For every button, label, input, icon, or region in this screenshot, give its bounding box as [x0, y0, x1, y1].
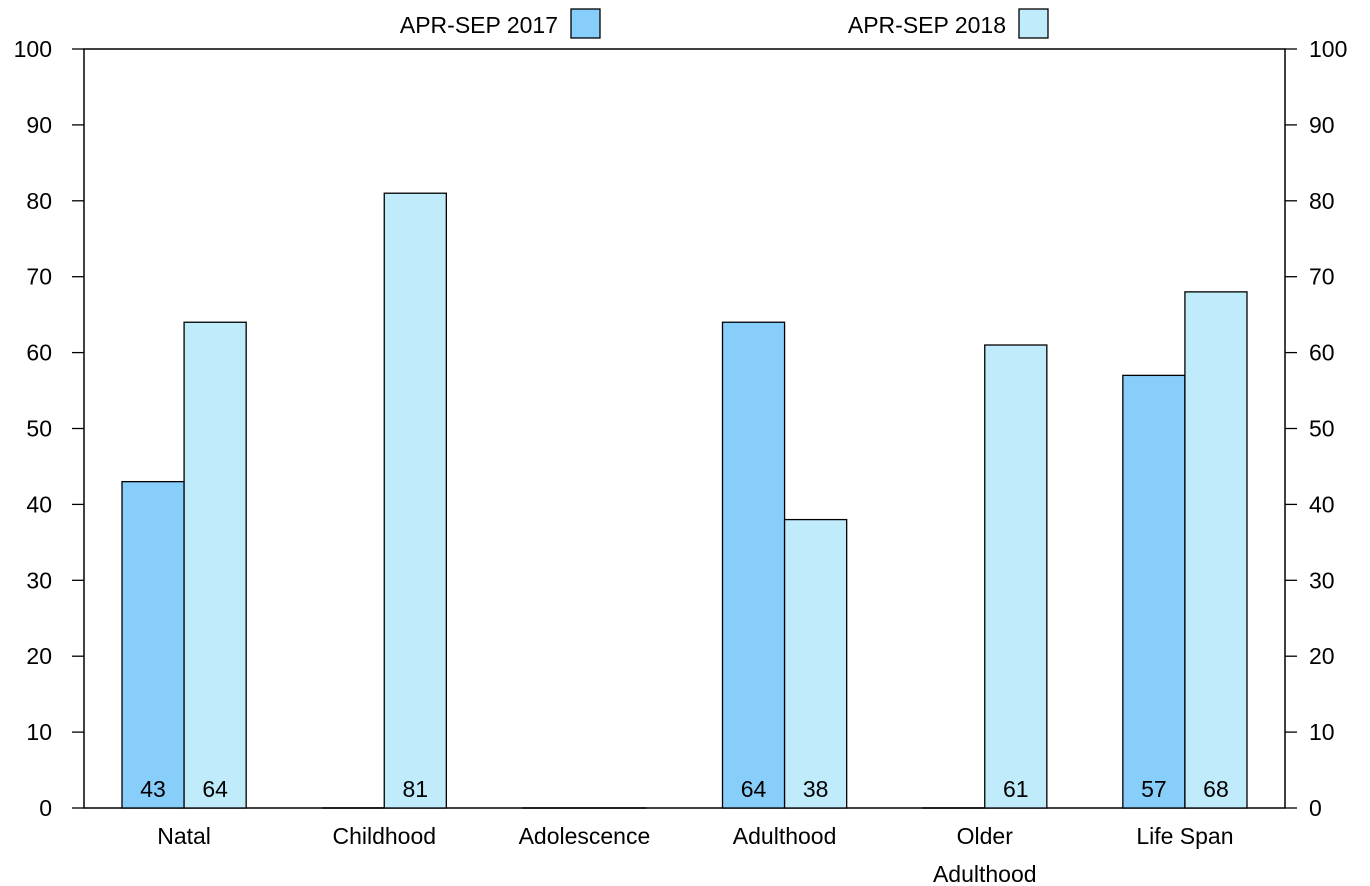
bar-value-label: 61: [1003, 776, 1029, 802]
bar: [984, 344, 1048, 809]
y-tick-label-left: 0: [39, 795, 52, 821]
y-tick-label-right: 60: [1309, 340, 1335, 366]
legend-label-2017: APR-SEP 2017: [400, 12, 558, 38]
x-tick-label-line: Natal: [157, 823, 211, 849]
y-tick-label-right: 50: [1309, 416, 1335, 442]
bar-value-label: 43: [140, 776, 166, 802]
y-tick-label-right: 30: [1309, 567, 1335, 593]
bar: [121, 480, 185, 809]
y-tick-label-right: 20: [1309, 643, 1335, 669]
bar-value-label: 38: [803, 776, 829, 802]
bar: [1184, 291, 1248, 809]
bar-value-label: 64: [741, 776, 767, 802]
y-axis-right: 0 10 20 30 40 50 60 70 80 90 100: [1285, 36, 1347, 821]
x-tick-label: Childhood: [332, 823, 436, 849]
x-tick-label-line: Adulthood: [733, 823, 837, 849]
bar-value-label: 64: [202, 776, 228, 802]
y-tick-label-right: 100: [1309, 36, 1347, 62]
x-tick-label-line: Adolescence: [519, 823, 651, 849]
x-tick-label-line: Older: [957, 823, 1014, 849]
y-axis-left: 0 10 20 30 40 50 60 70 80 90 100: [14, 36, 84, 821]
bar: [721, 321, 786, 809]
y-tick-label-right: 90: [1309, 112, 1335, 138]
x-tick-label: Natal: [157, 823, 211, 849]
y-tick-label-right: 70: [1309, 264, 1335, 290]
bars-layer: [121, 192, 1248, 809]
bar-value-label: 57: [1141, 776, 1167, 802]
y-tick-label-right: 0: [1309, 795, 1322, 821]
bar: [783, 518, 848, 809]
x-tick-label: Life Span: [1136, 823, 1233, 849]
bar: [1122, 374, 1186, 809]
plot-frame: [83, 48, 1286, 809]
bar: [383, 192, 447, 809]
x-tick-label-line: Adulthood: [933, 861, 1037, 886]
y-tick-label-left: 30: [26, 567, 52, 593]
legend: APR-SEP 2017 APR-SEP 2018: [400, 8, 1049, 39]
x-tick-label-line: Childhood: [332, 823, 436, 849]
y-tick-label-left: 20: [26, 643, 52, 669]
y-tick-label-left: 60: [26, 340, 52, 366]
x-tick-label-line: Life Span: [1136, 823, 1233, 849]
legend-swatch-2017: [570, 8, 601, 39]
y-tick-label-left: 80: [26, 188, 52, 214]
x-axis: Natal Childhood Adolescence Adulthood Older A…: [157, 823, 1233, 886]
y-tick-label-left: 40: [26, 491, 52, 517]
legend-label-2018: APR-SEP 2018: [848, 12, 1006, 38]
y-tick-label-left: 100: [14, 36, 52, 62]
bar-value-label: 68: [1203, 776, 1229, 802]
y-tick-label-left: 10: [26, 719, 52, 745]
y-tick-label-right: 80: [1309, 188, 1335, 214]
data-labels-layer: 43 64 81 64 38 61 57 68: [140, 776, 1229, 802]
x-tick-label: Adulthood: [733, 823, 837, 849]
y-tick-label-left: 90: [26, 112, 52, 138]
x-tick-label: Older Adulthood: [933, 823, 1037, 886]
bar-value-label: 81: [402, 776, 428, 802]
y-tick-label-left: 50: [26, 416, 52, 442]
x-tick-label: Adolescence: [519, 823, 651, 849]
bar: [183, 321, 247, 809]
legend-swatch-2018: [1018, 8, 1049, 39]
y-tick-label-right: 40: [1309, 491, 1335, 517]
y-tick-label-left: 70: [26, 264, 52, 290]
y-tick-label-right: 10: [1309, 719, 1335, 745]
